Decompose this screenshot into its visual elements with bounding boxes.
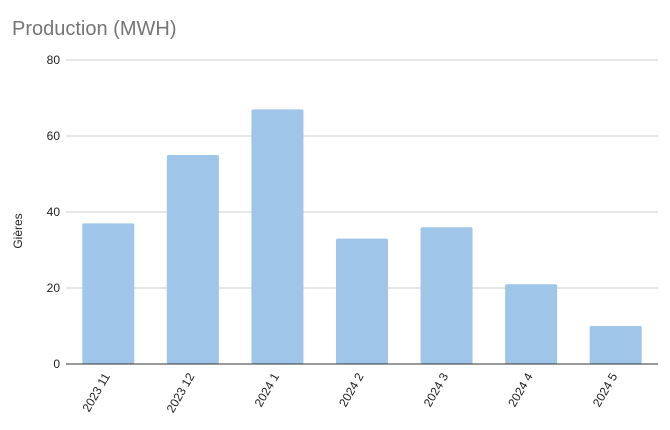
- y-tick-label: 60: [47, 129, 61, 143]
- y-tick-label: 20: [47, 281, 61, 295]
- x-tick-label: 2023 12: [164, 370, 198, 415]
- bar: [336, 238, 388, 364]
- bar: [589, 326, 642, 364]
- x-tick-label: 2024 3: [421, 370, 452, 409]
- x-tick-label: 2024 5: [590, 370, 621, 409]
- x-tick-label: 2024 1: [252, 370, 283, 409]
- x-tick-label: 2024 4: [505, 370, 536, 409]
- x-tick-label: 2023 11: [80, 370, 114, 414]
- bar: [251, 109, 304, 365]
- y-tick-label: 80: [47, 53, 61, 67]
- bar: [505, 284, 558, 364]
- bar: [166, 155, 219, 364]
- y-axis-title: Gières: [11, 213, 25, 248]
- y-tick-label: 40: [47, 205, 61, 219]
- chart-title: Production (MWH): [12, 18, 177, 40]
- x-tick-label: 2024 2: [336, 370, 367, 409]
- y-tick-label: 0: [53, 357, 60, 371]
- bar: [420, 227, 473, 364]
- bar: [82, 223, 135, 364]
- bars: [82, 109, 642, 365]
